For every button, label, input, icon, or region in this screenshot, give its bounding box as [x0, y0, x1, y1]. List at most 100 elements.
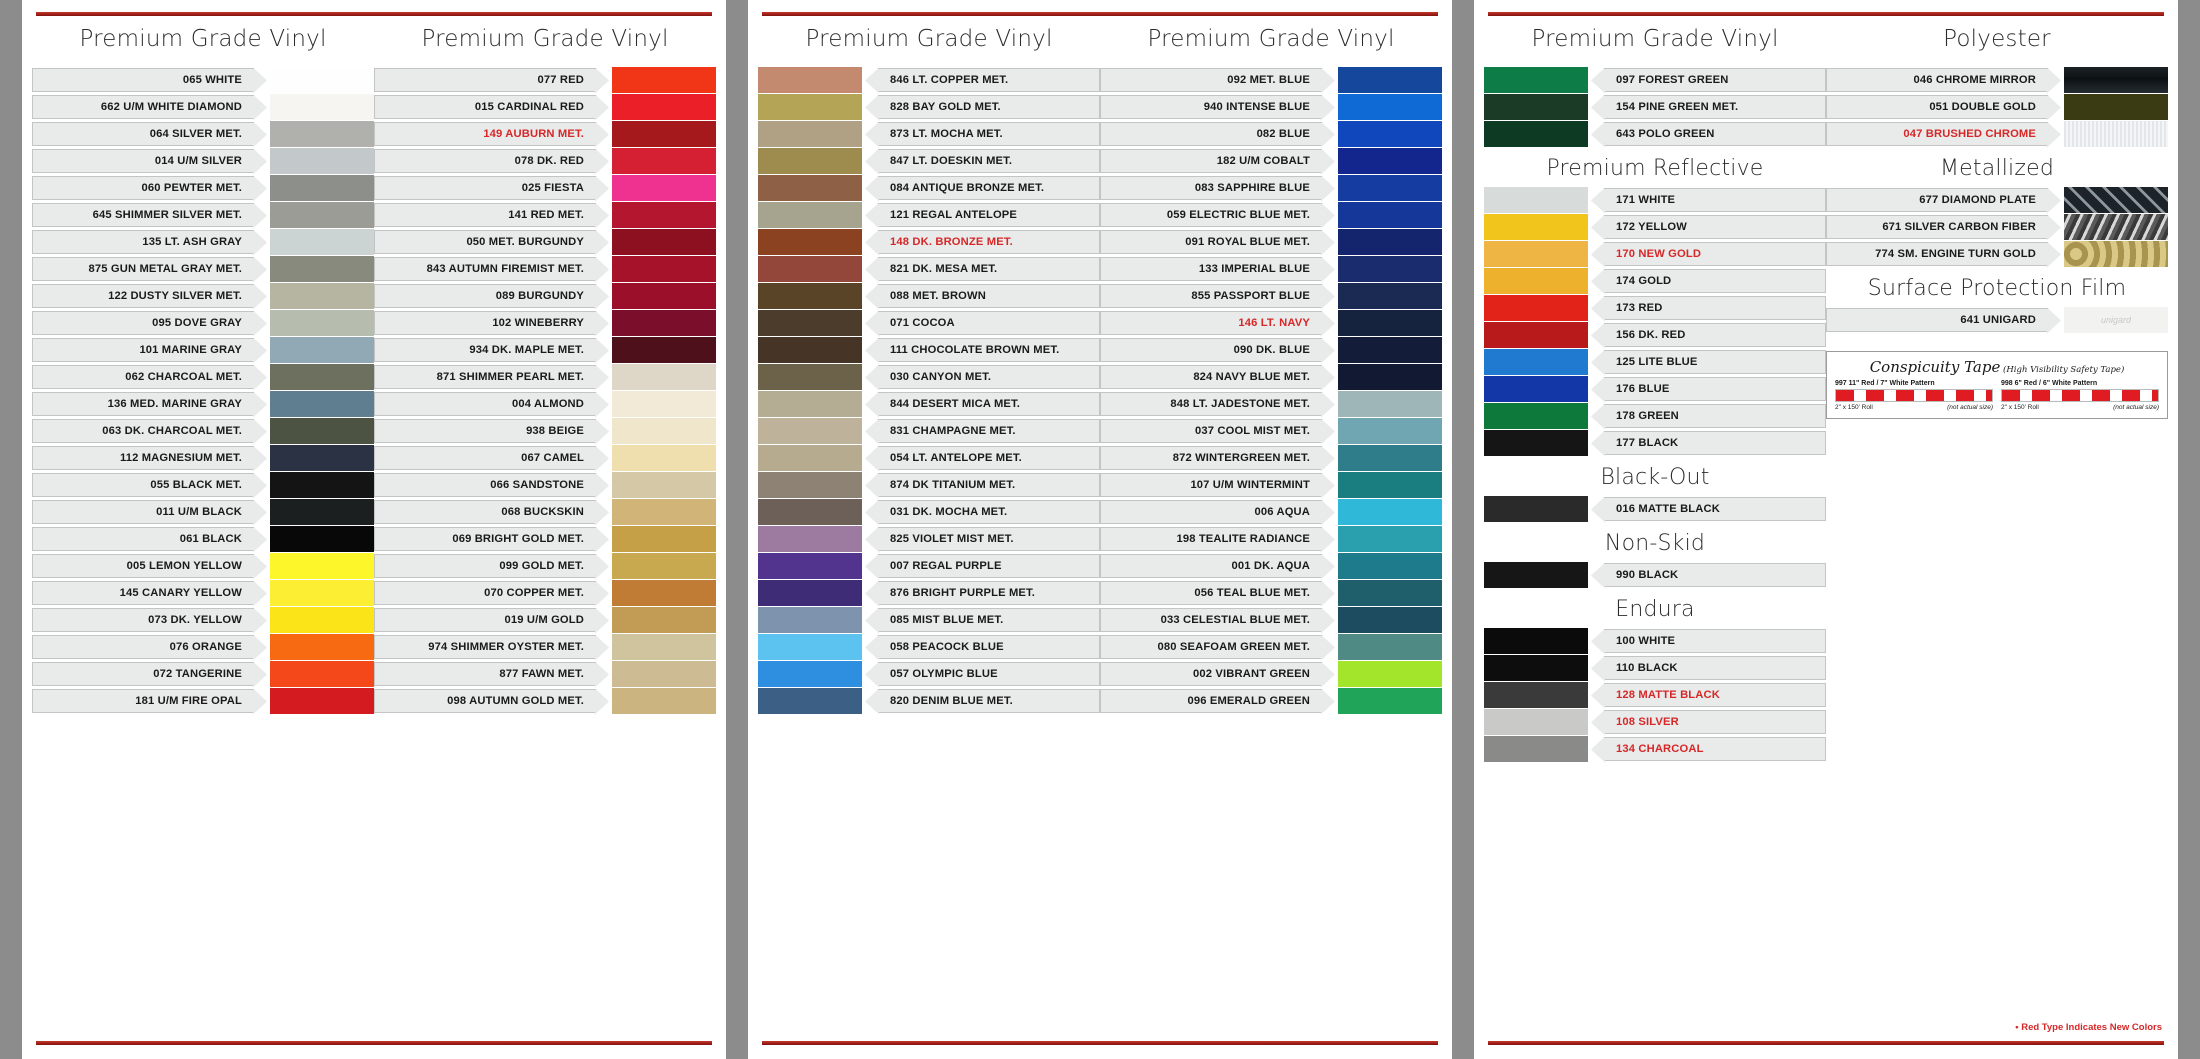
swatch-row[interactable]: 055 BLACK MET.	[32, 471, 374, 498]
color-label-tag[interactable]: 172 YELLOW	[1604, 214, 1826, 239]
swatch-row[interactable]: 076 ORANGE	[32, 633, 374, 660]
color-swatch[interactable]	[612, 498, 716, 525]
swatch-row[interactable]: 154 PINE GREEN MET.	[1484, 93, 1826, 120]
swatch-row[interactable]: 846 LT. COPPER MET.	[758, 66, 1100, 93]
color-swatch[interactable]	[612, 363, 716, 390]
color-swatch[interactable]	[1484, 402, 1588, 429]
swatch-row[interactable]: 058 PEACOCK BLUE	[758, 633, 1100, 660]
swatch-row[interactable]: 095 DOVE GRAY	[32, 309, 374, 336]
swatch-row[interactable]: 084 ANTIQUE BRONZE MET.	[758, 174, 1100, 201]
swatch-row[interactable]: 060 PEWTER MET.	[32, 174, 374, 201]
color-label-tag[interactable]: 198 TEALITE RADIANCE	[1100, 526, 1322, 551]
color-swatch[interactable]	[758, 417, 862, 444]
color-swatch[interactable]	[270, 417, 374, 444]
color-swatch[interactable]	[1484, 495, 1588, 522]
color-label-tag[interactable]: 005 LEMON YELLOW	[32, 553, 254, 578]
color-swatch[interactable]	[758, 633, 862, 660]
color-label-tag[interactable]: 128 MATTE BLACK	[1604, 682, 1826, 707]
color-label-tag[interactable]: 174 GOLD	[1604, 268, 1826, 293]
swatch-row[interactable]: 136 MED. MARINE GRAY	[32, 390, 374, 417]
color-swatch[interactable]	[758, 120, 862, 147]
color-swatch[interactable]	[1338, 282, 1442, 309]
swatch-row[interactable]: 057 OLYMPIC BLUE	[758, 660, 1100, 687]
color-swatch[interactable]	[2064, 240, 2168, 267]
color-swatch[interactable]	[612, 228, 716, 255]
swatch-row[interactable]: 068 BUCKSKIN	[374, 498, 716, 525]
color-label-tag[interactable]: 111 CHOCOLATE BROWN MET.	[878, 337, 1100, 362]
color-swatch[interactable]	[1338, 633, 1442, 660]
swatch-row[interactable]: 059 ELECTRIC BLUE MET.	[1100, 201, 1442, 228]
swatch-row[interactable]: 062 CHARCOAL MET.	[32, 363, 374, 390]
color-swatch[interactable]	[2064, 93, 2168, 120]
color-label-tag[interactable]: 141 RED MET.	[374, 202, 596, 227]
color-swatch[interactable]	[1484, 627, 1588, 654]
swatch-row[interactable]: 110 BLACK	[1484, 654, 1826, 681]
color-label-tag[interactable]: 177 BLACK	[1604, 430, 1826, 455]
swatch-row[interactable]: 006 AQUA	[1100, 498, 1442, 525]
swatch-row[interactable]: 843 AUTUMN FIREMIST MET.	[374, 255, 716, 282]
color-label-tag[interactable]: 156 DK. RED	[1604, 322, 1826, 347]
swatch-row[interactable]: 025 FIESTA	[374, 174, 716, 201]
color-label-tag[interactable]: 069 BRIGHT GOLD MET.	[374, 526, 596, 551]
color-swatch[interactable]	[612, 579, 716, 606]
color-swatch[interactable]	[612, 147, 716, 174]
color-label-tag[interactable]: 091 ROYAL BLUE MET.	[1100, 229, 1322, 254]
color-label-tag[interactable]: 071 COCOA	[878, 310, 1100, 335]
color-swatch[interactable]	[1484, 321, 1588, 348]
swatch-row[interactable]: 014 U/M SILVER	[32, 147, 374, 174]
swatch-row[interactable]: 876 BRIGHT PURPLE MET.	[758, 579, 1100, 606]
color-swatch[interactable]	[270, 201, 374, 228]
color-swatch[interactable]	[1338, 336, 1442, 363]
swatch-row[interactable]: 874 DK TITANIUM MET.	[758, 471, 1100, 498]
swatch-row[interactable]: 938 BEIGE	[374, 417, 716, 444]
color-swatch[interactable]	[612, 687, 716, 714]
color-label-tag[interactable]: 077 RED	[374, 67, 596, 92]
color-swatch[interactable]	[758, 66, 862, 93]
color-label-tag[interactable]: 876 BRIGHT PURPLE MET.	[878, 580, 1100, 605]
color-label-tag[interactable]: 058 PEACOCK BLUE	[878, 634, 1100, 659]
swatch-row[interactable]: 877 FAWN MET.	[374, 660, 716, 687]
color-swatch[interactable]	[270, 444, 374, 471]
swatch-row[interactable]: 051 DOUBLE GOLD	[1826, 93, 2168, 120]
color-swatch[interactable]	[1338, 228, 1442, 255]
color-swatch[interactable]	[1338, 93, 1442, 120]
color-swatch[interactable]	[270, 552, 374, 579]
color-swatch[interactable]	[1484, 708, 1588, 735]
color-label-tag[interactable]: 085 MIST BLUE MET.	[878, 607, 1100, 632]
color-swatch[interactable]	[270, 498, 374, 525]
color-swatch[interactable]	[1338, 525, 1442, 552]
swatch-row[interactable]: 015 CARDINAL RED	[374, 93, 716, 120]
swatch-row[interactable]: 089 BURGUNDY	[374, 282, 716, 309]
swatch-row[interactable]: 873 LT. MOCHA MET.	[758, 120, 1100, 147]
swatch-row[interactable]: 030 CANYON MET.	[758, 363, 1100, 390]
color-swatch[interactable]	[1484, 735, 1588, 762]
color-swatch[interactable]	[2064, 186, 2168, 213]
color-label-tag[interactable]: 016 MATTE BLACK	[1604, 496, 1826, 521]
color-label-tag[interactable]: 046 CHROME MIRROR	[1826, 67, 2048, 92]
swatch-row[interactable]: 774 SM. ENGINE TURN GOLD	[1826, 240, 2168, 267]
swatch-row[interactable]: 096 EMERALD GREEN	[1100, 687, 1442, 714]
color-label-tag[interactable]: 934 DK. MAPLE MET.	[374, 337, 596, 362]
swatch-row[interactable]: 171 WHITE	[1484, 186, 1826, 213]
color-label-tag[interactable]: 076 ORANGE	[32, 634, 254, 659]
color-label-tag[interactable]: 831 CHAMPAGNE MET.	[878, 418, 1100, 443]
color-label-tag[interactable]: 062 CHARCOAL MET.	[32, 364, 254, 389]
swatch-row[interactable]: 100 WHITE	[1484, 627, 1826, 654]
color-label-tag[interactable]: 641 UNIGARD	[1826, 307, 2048, 332]
color-label-tag[interactable]: 031 DK. MOCHA MET.	[878, 499, 1100, 524]
color-swatch[interactable]	[758, 147, 862, 174]
color-swatch[interactable]	[1338, 606, 1442, 633]
color-label-tag[interactable]: 070 COPPER MET.	[374, 580, 596, 605]
swatch-row[interactable]: 148 DK. BRONZE MET.	[758, 228, 1100, 255]
color-label-tag[interactable]: 170 NEW GOLD	[1604, 241, 1826, 266]
color-swatch[interactable]	[758, 282, 862, 309]
swatch-row[interactable]: 056 TEAL BLUE MET.	[1100, 579, 1442, 606]
color-label-tag[interactable]: 820 DENIM BLUE MET.	[878, 688, 1100, 713]
color-swatch[interactable]	[1484, 120, 1588, 147]
color-swatch[interactable]	[270, 390, 374, 417]
swatch-row[interactable]: 847 LT. DOESKIN MET.	[758, 147, 1100, 174]
color-label-tag[interactable]: 067 CAMEL	[374, 445, 596, 470]
swatch-row[interactable]: 101 MARINE GRAY	[32, 336, 374, 363]
color-swatch[interactable]	[270, 147, 374, 174]
color-label-tag[interactable]: 004 ALMOND	[374, 391, 596, 416]
